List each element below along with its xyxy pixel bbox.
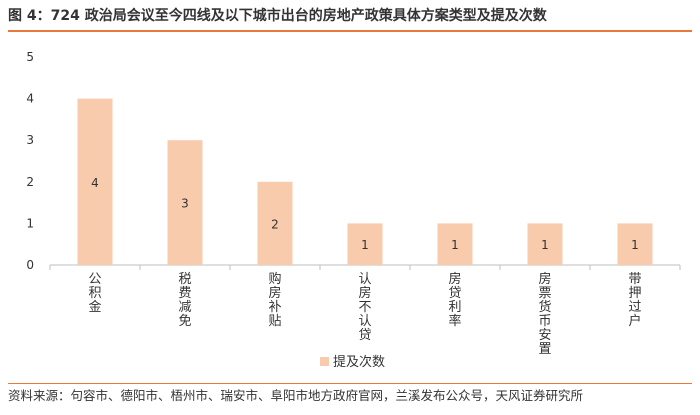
x-tick-label: 货 [538,299,551,315]
x-tick-label: 补 [268,300,281,315]
source-divider [8,383,692,384]
bar-value-label: 2 [271,217,279,231]
y-axis: 0 1 2 3 4 5 [26,50,34,272]
bar-value-label: 1 [631,238,639,252]
x-tick-label: 票 [538,286,551,301]
x-tick-label: 认 [358,272,371,287]
bar [167,140,203,265]
x-tick-label: 房 [358,285,371,301]
bar-value-label: 1 [541,238,549,252]
x-tick-label: 积 [88,286,101,301]
x-tick-label: 不 [358,300,371,315]
legend-swatch [320,357,329,366]
x-tick-label: 押 [628,286,641,301]
x-tick-label: 置 [538,342,551,357]
x-tick-label: 费 [178,286,191,301]
bar [437,223,473,265]
x-tick-label: 购 [268,271,281,287]
y-tick-label: 0 [26,258,34,272]
x-tick-label: 税 [178,272,191,287]
legend-label: 提及次数 [333,354,385,370]
x-tick-label: 公 [88,272,101,287]
bar [257,181,293,265]
x-tick-label: 房 [538,271,551,287]
x-tick-label: 金 [88,299,101,315]
x-tick-label: 率 [448,313,461,329]
bar-value-label: 3 [181,197,189,211]
x-tick-label: 房 [268,285,281,301]
x-tick-label: 利 [448,300,461,315]
bar [347,223,383,265]
x-tick-label: 认 [358,314,371,329]
x-tick-label: 币 [538,314,551,329]
x-tick-label: 户 [628,313,641,329]
bar [527,223,563,265]
x-tick-label: 免 [178,314,191,329]
title-divider [8,30,692,32]
x-tick-label: 贷 [448,286,461,301]
figure-title: 图 4：724 政治局会议至今四线及以下城市出台的房地产政策具体方案类型及提及次… [8,8,547,24]
bar-series: 4 3 2 1 1 1 1 [77,98,653,265]
x-tick-label: 房 [448,271,461,287]
x-tick-label: 减 [178,300,191,315]
y-tick-label: 4 [26,92,34,106]
x-tick-label: 安 [538,328,551,343]
bar-value-label: 1 [451,238,459,252]
y-tick-label: 2 [26,175,34,189]
x-tick-label: 过 [628,300,641,315]
x-tick-label: 带 [628,272,641,287]
y-tick-label: 1 [26,216,34,230]
bar [617,223,653,265]
y-tick-label: 3 [26,133,34,147]
source-note: 资料来源：句容市、德阳市、梧州市、瑞安市、阜阳市地方政府官网，兰溪发布公众号，天… [8,388,584,403]
x-tick-label: 贷 [358,328,371,343]
bar-value-label: 1 [361,238,369,252]
x-tick-label: 贴 [268,314,281,329]
bar-value-label: 4 [91,176,99,190]
legend: 提及次数 [320,354,385,370]
y-tick-label: 5 [26,50,34,64]
bar [77,98,113,265]
